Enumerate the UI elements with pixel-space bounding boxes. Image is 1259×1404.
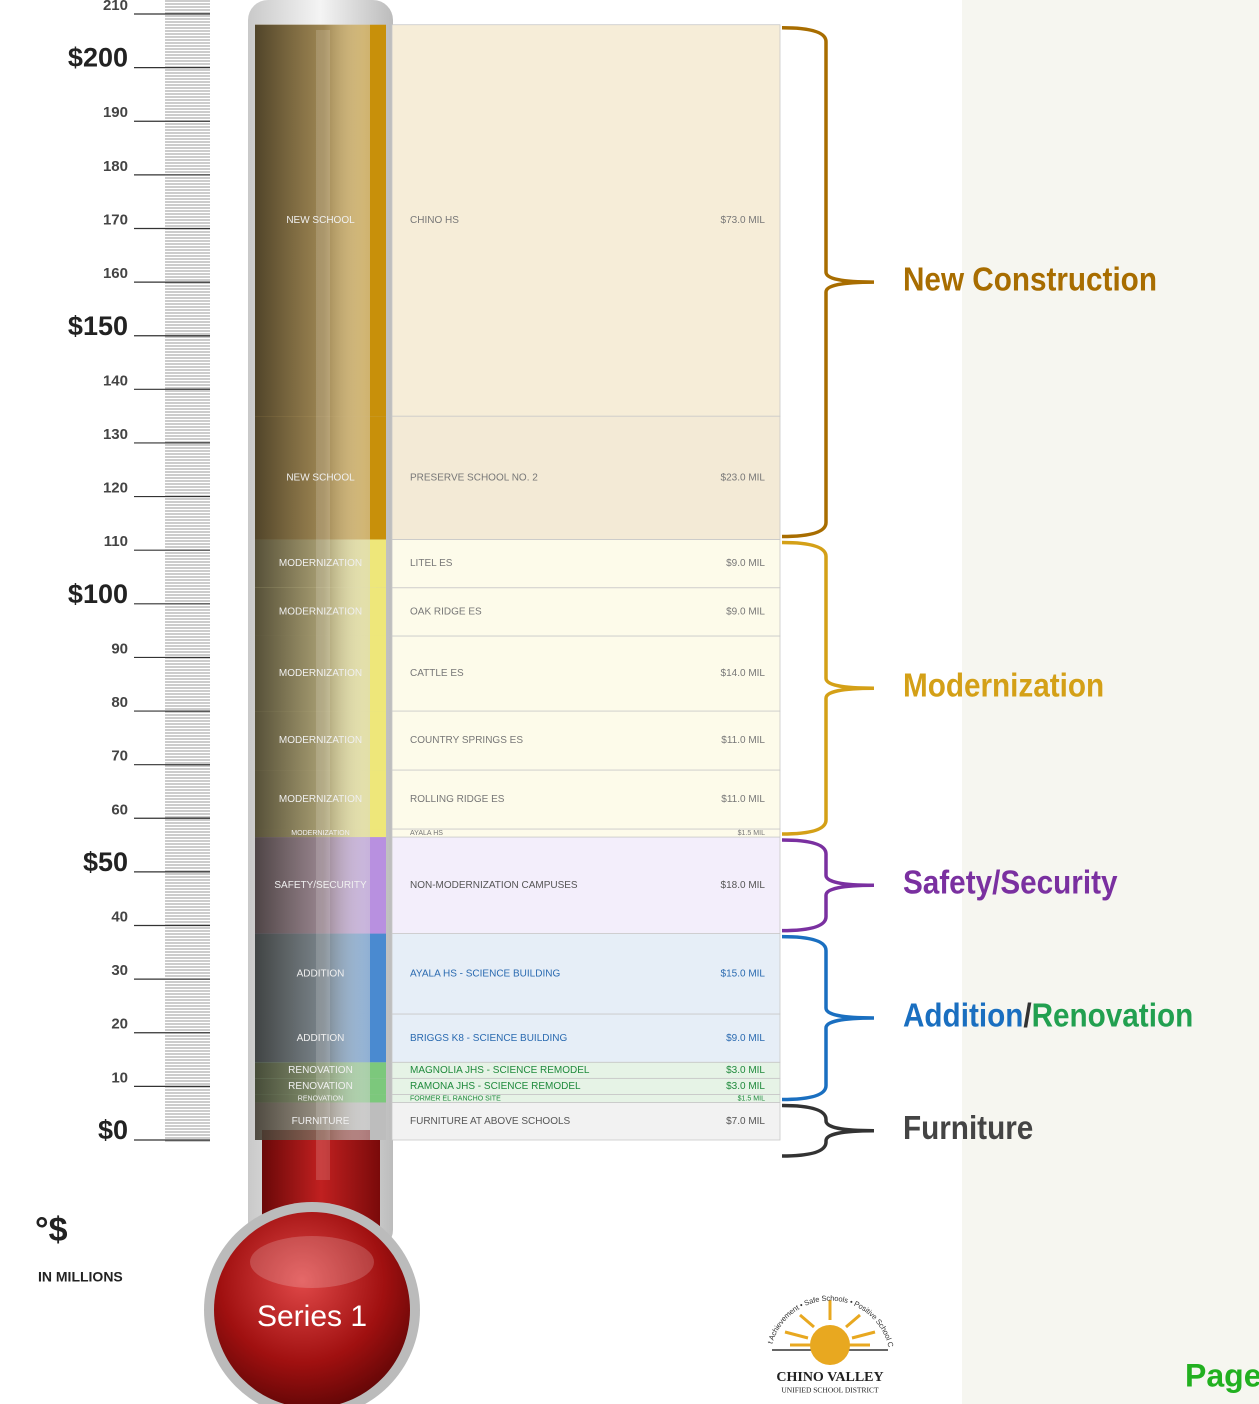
segment-value-label: $9.0 MIL (726, 558, 765, 569)
segment-strip (370, 1014, 386, 1062)
group-label: Modernization (903, 668, 1104, 705)
segment-name: CATTLE ES (410, 668, 464, 679)
brace (782, 28, 874, 537)
segment-strip (370, 588, 386, 636)
y-tick-label: 20 (111, 1016, 128, 1033)
y-tick-label: 140 (103, 372, 128, 389)
segment-strip (370, 539, 386, 587)
tube-shine (316, 30, 330, 1180)
segment-name: BRIGGS K8 - SCIENCE BUILDING (410, 1033, 567, 1044)
segment-value-label: $9.0 MIL (726, 1033, 765, 1044)
y-tick-label: 120 (103, 480, 128, 497)
segment-name: RAMONA JHS - SCIENCE REMODEL (410, 1081, 581, 1092)
y-tick-label: 70 (111, 748, 128, 765)
y-tick-label: 10 (111, 1069, 128, 1086)
y-tick-label: $100 (68, 579, 128, 609)
y-tick-label: $200 (68, 43, 128, 73)
segment-value-label: $23.0 MIL (721, 472, 766, 483)
logo-subtitle: UNIFIED SCHOOL DISTRICT (781, 1386, 879, 1395)
segment-name: OAK RIDGE ES (410, 606, 482, 617)
brace (782, 542, 874, 834)
group-label: New Construction (903, 261, 1157, 298)
y-tick-label: 160 (103, 265, 128, 282)
axis-unit: IN MILLIONS (38, 1269, 123, 1285)
y-tick-label: $0 (98, 1115, 128, 1145)
group-label: Addition/Renovation (903, 997, 1193, 1034)
segment-strip (370, 1078, 386, 1094)
segment-strip (370, 711, 386, 770)
y-tick-label: 60 (111, 801, 128, 818)
group-label: Safety/Security (903, 865, 1118, 902)
segment-name: AYALA HS (410, 830, 443, 837)
y-tick-label: $50 (83, 847, 128, 877)
y-tick-label: 190 (103, 104, 128, 121)
segment-value-label: $1.5 MIL (738, 1095, 765, 1102)
segment-value-label: $1.5 MIL (738, 830, 765, 837)
segment-name: MAGNOLIA JHS - SCIENCE REMODEL (410, 1065, 590, 1076)
segment-value-label: $3.0 MIL (726, 1065, 765, 1076)
group-label-part: Addition (903, 997, 1023, 1034)
segment-strip (370, 25, 386, 416)
bulb-shine (250, 1236, 374, 1288)
group-label: Furniture (903, 1110, 1033, 1147)
segment-strip (370, 636, 386, 711)
y-tick-label: 130 (103, 426, 128, 443)
segment-name: ROLLING RIDGE ES (410, 794, 505, 805)
y-tick-label: $150 (68, 311, 128, 341)
axis-label: °$ (35, 1211, 68, 1249)
group-label-part: Safety/Security (903, 865, 1118, 902)
logo-name: CHINO VALLEY (776, 1370, 883, 1385)
segment-strip (370, 1094, 386, 1102)
segment-value-label: $14.0 MIL (721, 668, 766, 679)
segment (392, 829, 780, 837)
segment-strip (370, 1062, 386, 1078)
segment-name: FORMER EL RANCHO SITE (410, 1095, 501, 1102)
segment-strip (370, 837, 386, 934)
segment-strip (370, 934, 386, 1014)
segment-value-label: $3.0 MIL (726, 1081, 765, 1092)
y-tick-label: 80 (111, 694, 128, 711)
y-tick-label: 170 (103, 211, 128, 228)
y-tick-label: 180 (103, 158, 128, 175)
bulb-label: Series 1 (257, 1300, 367, 1333)
group-label-part: Renovation (1032, 997, 1194, 1034)
segment-value-label: $73.0 MIL (721, 215, 766, 226)
brace (782, 1105, 874, 1156)
brace (782, 840, 874, 931)
segment-value-label: $18.0 MIL (721, 880, 766, 891)
y-tick-label: 40 (111, 908, 128, 925)
group-label-part: New Construction (903, 261, 1157, 298)
group-label-part: Furniture (903, 1110, 1033, 1147)
segment-strip (370, 1102, 386, 1140)
segment-name: COUNTRY SPRINGS ES (410, 735, 523, 746)
y-tick-label: 30 (111, 962, 128, 979)
segment-name: LITEL ES (410, 558, 453, 569)
segment-name: PRESERVE SCHOOL NO. 2 (410, 472, 538, 483)
y-tick-label: 110 (104, 533, 128, 550)
segment-value-label: $9.0 MIL (726, 606, 765, 617)
segment-name: CHINO HS (410, 215, 459, 226)
group-label-part: Modernization (903, 668, 1104, 705)
segment-name: FURNITURE AT ABOVE SCHOOLS (410, 1116, 571, 1127)
segment-name: NON-MODERNIZATION CAMPUSES (410, 880, 578, 891)
segment-strip (370, 770, 386, 829)
segment-strip (370, 829, 386, 837)
footer: Page (1185, 1357, 1259, 1393)
slide: Series 1 °$ IN MILLIONS Student Achievem… (0, 0, 1259, 1404)
y-tick-label: 210 (103, 0, 128, 14)
segment-strip (370, 416, 386, 539)
y-tick-label: 90 (111, 640, 128, 657)
group-label-part: / (1023, 997, 1032, 1034)
brace (782, 937, 874, 1100)
segment-name: AYALA HS - SCIENCE BUILDING (410, 968, 560, 979)
segment-value-label: $15.0 MIL (721, 968, 766, 979)
segment-value-label: $11.0 MIL (721, 794, 765, 805)
segment-value-label: $11.0 MIL (721, 735, 765, 746)
ruler (165, 0, 210, 1142)
segment-value-label: $7.0 MIL (726, 1116, 765, 1127)
